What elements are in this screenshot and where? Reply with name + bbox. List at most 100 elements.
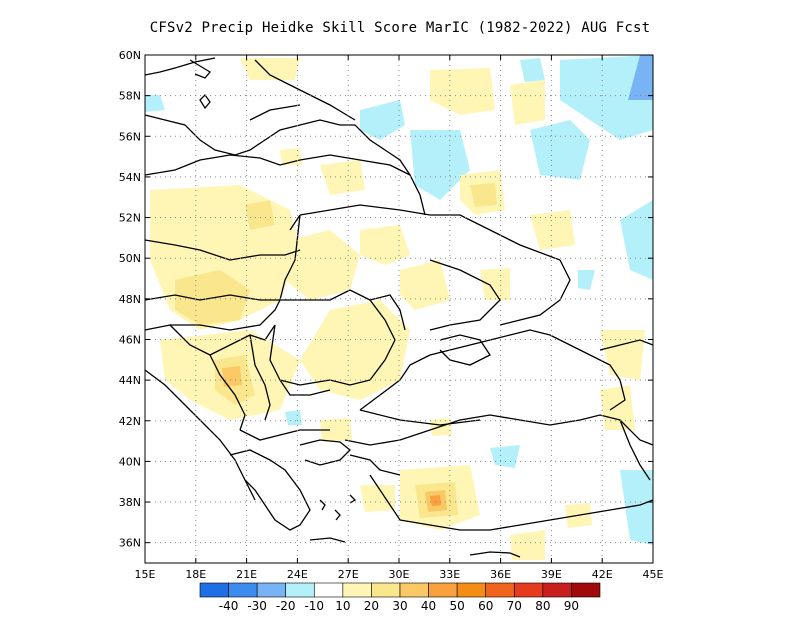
coastline bbox=[249, 104, 301, 121]
colorbar-label: -40 bbox=[219, 599, 239, 613]
colorbar-swatch bbox=[228, 582, 258, 598]
y-tick-label: 50N bbox=[119, 252, 141, 265]
y-tick-label: 40N bbox=[119, 455, 141, 468]
coastline bbox=[299, 439, 351, 466]
x-tick-label: 24E bbox=[287, 568, 308, 581]
y-axis: 60N 58N 56N 54N 52N 50N 48N 46N 44N 42N 40N 38N 36N bbox=[119, 49, 653, 550]
y-tick-label: 52N bbox=[119, 212, 141, 225]
x-tick-label: 21E bbox=[236, 568, 257, 581]
x-tick-label: 18E bbox=[185, 568, 206, 581]
border bbox=[144, 239, 301, 261]
light-yellow-region bbox=[400, 260, 450, 310]
light-blue-region bbox=[560, 55, 653, 140]
coastline bbox=[144, 57, 216, 76]
colorbar-swatch bbox=[428, 582, 458, 598]
colorbar-label: 20 bbox=[364, 599, 379, 613]
coastline bbox=[199, 93, 211, 110]
orange-light-region bbox=[222, 366, 242, 387]
chart-title: CFSv2 Precip Heidke Skill Score MarIC (1… bbox=[149, 20, 651, 36]
colorbar-label: 60 bbox=[478, 599, 493, 613]
colorbar-swatch bbox=[342, 582, 372, 598]
border bbox=[599, 339, 654, 351]
y-tick-label: 58N bbox=[119, 90, 141, 103]
coastline bbox=[144, 114, 355, 156]
light-blue-region bbox=[490, 445, 520, 468]
coastline bbox=[144, 369, 256, 501]
border bbox=[209, 354, 246, 431]
colorbar-swatch bbox=[399, 582, 429, 598]
coastline bbox=[144, 154, 301, 176]
border bbox=[619, 419, 651, 481]
light-yellow-region bbox=[240, 58, 300, 80]
border bbox=[269, 324, 371, 386]
light-blue-region bbox=[530, 120, 590, 180]
shaded-regions bbox=[145, 55, 653, 560]
y-tick-label: 60N bbox=[119, 49, 141, 62]
light-yellow-region bbox=[360, 485, 395, 512]
coastline bbox=[349, 454, 401, 476]
colorbar-label: 10 bbox=[335, 599, 350, 613]
coastline bbox=[469, 551, 521, 558]
coastline bbox=[229, 449, 311, 531]
light-yellow-region bbox=[530, 210, 575, 250]
blue-region bbox=[628, 55, 653, 100]
y-tick-label: 42N bbox=[119, 415, 141, 428]
coastlines-and-borders bbox=[144, 57, 654, 558]
light-blue-region bbox=[620, 200, 653, 280]
colorbar-label: 80 bbox=[535, 599, 550, 613]
coastline bbox=[359, 394, 381, 411]
y-tick-label: 48N bbox=[119, 293, 141, 306]
colorbar-swatch bbox=[313, 582, 344, 598]
border bbox=[279, 379, 331, 396]
light-yellow-region bbox=[480, 268, 510, 300]
x-tick-label: 45E bbox=[643, 568, 664, 581]
light-yellow-region bbox=[510, 80, 545, 125]
border bbox=[239, 429, 330, 441]
colorbar-swatch bbox=[542, 582, 572, 598]
colorbar-label: -30 bbox=[247, 599, 267, 613]
x-tick-label: 33E bbox=[439, 568, 460, 581]
y-tick-label: 54N bbox=[119, 171, 141, 184]
colorbar-swatch bbox=[456, 582, 487, 598]
y-tick-label: 38N bbox=[119, 496, 141, 509]
colorbar-label: 90 bbox=[564, 599, 579, 613]
yellow-region bbox=[470, 183, 497, 207]
border bbox=[169, 324, 276, 356]
colorbar-swatch bbox=[256, 582, 287, 598]
border bbox=[499, 259, 571, 326]
light-blue-region bbox=[285, 410, 302, 425]
light-yellow-region bbox=[430, 68, 495, 115]
colorbar-swatch bbox=[199, 582, 229, 598]
x-axis: 15E 18E 21E 24E 27E 30E 33E 36E 39E 42E 45E bbox=[135, 55, 664, 581]
light-yellow-region bbox=[320, 160, 365, 195]
colorbar-label: -10 bbox=[304, 599, 324, 613]
light-blue-region bbox=[360, 100, 405, 140]
border bbox=[279, 214, 301, 301]
light-yellow-region bbox=[600, 385, 635, 430]
x-tick-label: 42E bbox=[592, 568, 613, 581]
light-yellow-region bbox=[285, 230, 360, 300]
coastline bbox=[334, 509, 341, 521]
border bbox=[349, 289, 396, 381]
x-tick-label: 27E bbox=[338, 568, 359, 581]
y-tick-label: 46N bbox=[119, 333, 141, 346]
coastline bbox=[379, 329, 626, 411]
orange-region bbox=[430, 495, 441, 506]
y-tick-label: 56N bbox=[119, 130, 141, 143]
border bbox=[299, 204, 561, 261]
coastline bbox=[359, 409, 481, 426]
x-tick-label: 30E bbox=[389, 568, 410, 581]
colorbar-label: 70 bbox=[507, 599, 522, 613]
x-tick-label: 36E bbox=[490, 568, 511, 581]
light-blue-region bbox=[145, 95, 165, 112]
colorbar: -40 -30 -20 -10 10 20 30 40 50 60 70 80 90 bbox=[199, 582, 601, 613]
x-tick-label: 15E bbox=[135, 568, 156, 581]
border bbox=[354, 124, 411, 176]
border bbox=[409, 174, 426, 216]
colorbar-label: 30 bbox=[392, 599, 407, 613]
colorbar-label: -20 bbox=[276, 599, 296, 613]
border bbox=[249, 334, 271, 421]
coastline bbox=[369, 474, 401, 521]
colorbar-swatch bbox=[285, 582, 315, 598]
